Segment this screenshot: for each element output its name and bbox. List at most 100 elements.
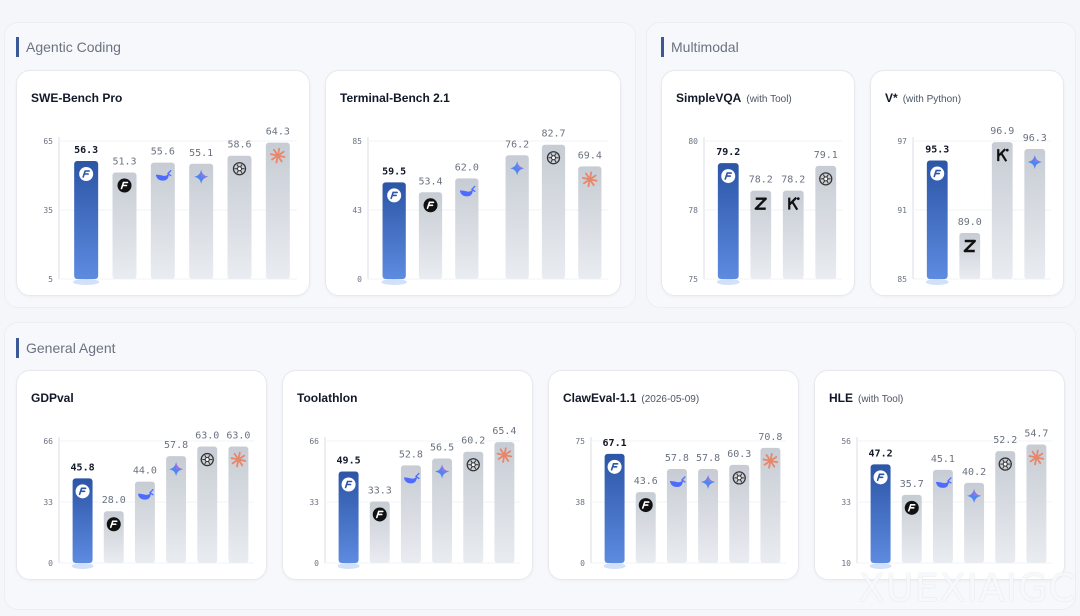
claude-icon [762, 453, 779, 469]
whale-icon [459, 185, 476, 197]
bar-glow [869, 563, 892, 569]
bar-highlight [870, 464, 891, 563]
chart-card-v-star: V* (with Python) 97 91 85 95.3 89.0 96.9 96.3 [870, 70, 1064, 296]
watermark: XUEXIAIGC [858, 566, 1076, 610]
y-tick-label: 80 [688, 137, 698, 146]
value-label: 59.5 [382, 166, 406, 177]
y-tick-label: 33 [43, 498, 53, 507]
chart-title: V* (with Python) [885, 91, 962, 105]
chart-title: ClawEval-1.1 (2026-05-09) [563, 391, 700, 405]
bar [463, 451, 484, 563]
section-title-multimodal: Multimodal [661, 37, 739, 57]
value-label: 45.8 [71, 462, 95, 473]
chart-card-terminal-bench: Terminal-Bench 2.1 85 43 0 59.5 53.4 62.0 76.2… [325, 70, 621, 296]
chart-card-swe-bench-pro: SWE-Bench Pro 65 35 5 56.3 51.3 55.6 55.1 58.6 6… [16, 70, 310, 296]
bar [729, 464, 750, 563]
bar-chart-svg: 85 43 0 59.5 53.4 62.0 76.2 82.7 69.4 [352, 129, 608, 285]
logo-a-icon [387, 188, 402, 203]
sparkle-icon [194, 169, 209, 184]
bar [750, 190, 772, 279]
bar-chart-svg: 66 33 0 45.8 28.0 44.0 57.8 63.0 63.0 [43, 431, 254, 569]
y-tick-label: 66 [309, 437, 319, 446]
bar-chart-svg: 75 38 0 67.1 43.6 57.8 57.8 60.3 70.8 [575, 432, 786, 569]
claude-icon [582, 171, 598, 188]
y-tick-label: 0 [314, 559, 319, 568]
logo-a-icon [75, 484, 90, 499]
y-tick-label: 0 [357, 275, 362, 284]
bar-glow [381, 279, 407, 285]
bar-highlight [717, 163, 739, 279]
value-label: 63.0 [195, 431, 219, 442]
bar-chart-svg: 80 78 75 79.2 78.2 78.2 79.1 [688, 137, 842, 285]
logo-a-dark-icon [117, 178, 132, 193]
chart-card-simplevqa: SimpleVQA (with Tool) 80 78 75 79.2 78.2 78.2 7… [661, 70, 855, 296]
value-label: 57.8 [696, 453, 720, 464]
bar-highlight [382, 182, 406, 279]
bar-glow [716, 279, 740, 285]
value-label: 57.8 [665, 453, 689, 464]
value-label: 49.5 [337, 456, 361, 467]
bar [418, 192, 443, 279]
chart-title: SimpleVQA (with Tool) [676, 91, 792, 105]
y-tick-label: 85 [352, 137, 362, 146]
y-tick-label: 33 [309, 498, 319, 507]
openai-icon [200, 452, 214, 467]
value-label: 54.7 [1024, 428, 1048, 439]
bar [782, 190, 804, 279]
value-label: 56.3 [74, 145, 98, 156]
bar [197, 446, 218, 563]
claude-icon [496, 447, 513, 463]
bar-highlight [72, 478, 93, 563]
bar-glow [337, 563, 360, 569]
chart-card-claweval: ClawEval-1.1 (2026-05-09) 75 38 0 67.1 43.6 57… [548, 370, 799, 580]
kimi-icon [997, 148, 1009, 162]
zhipu-icon [754, 197, 767, 210]
value-label: 55.1 [189, 148, 213, 159]
openai-icon [546, 151, 561, 165]
chart-subtitle: (with Tool) [746, 94, 792, 105]
value-label: 44.0 [133, 466, 157, 477]
y-tick-label: 0 [580, 559, 585, 568]
bar [189, 163, 214, 279]
bar [760, 447, 781, 563]
y-tick-label: 35 [43, 206, 53, 215]
bar [150, 162, 175, 279]
value-label: 70.8 [758, 432, 782, 443]
logo-a-icon [873, 470, 888, 485]
logo-a-dark-icon [423, 198, 438, 213]
bar [995, 451, 1016, 563]
value-label: 43.6 [634, 476, 658, 487]
value-label: 96.9 [990, 126, 1014, 137]
bar-highlight [338, 471, 359, 563]
value-label: 47.2 [869, 448, 893, 459]
y-tick-label: 66 [43, 437, 53, 446]
bar-highlight [604, 453, 625, 563]
value-label: 28.0 [102, 495, 126, 506]
value-label: 63.0 [226, 431, 250, 442]
chart-title: Toolathlon [297, 391, 358, 405]
bar [698, 468, 719, 563]
logo-a-dark-icon [106, 517, 121, 532]
bar-chart-svg: 97 91 85 95.3 89.0 96.9 96.3 [897, 126, 1051, 285]
value-label: 52.2 [993, 435, 1017, 446]
bar [265, 142, 290, 279]
bar-glow [71, 563, 94, 569]
value-label: 35.7 [900, 479, 924, 490]
bar [815, 165, 837, 279]
y-tick-label: 0 [48, 559, 53, 568]
zhipu-icon [963, 239, 976, 253]
bar [959, 233, 981, 279]
y-tick-label: 5 [48, 275, 53, 284]
bar [134, 481, 155, 563]
bar-chart-svg: 66 33 0 49.5 33.3 52.8 56.5 60.2 65.4 [309, 426, 520, 569]
chart-card-gdpval: GDPval 66 33 0 45.8 28.0 44.0 57.8 63.0 63.0 [16, 370, 267, 580]
sparkle-icon [169, 462, 184, 477]
chart-title: HLE (with Tool) [829, 391, 904, 405]
whale-icon [403, 472, 420, 484]
value-label: 78.2 [781, 175, 805, 186]
value-label: 67.1 [603, 438, 627, 449]
claude-icon [270, 147, 286, 164]
bar [112, 172, 137, 279]
bar [1024, 149, 1046, 279]
bar [964, 482, 985, 563]
